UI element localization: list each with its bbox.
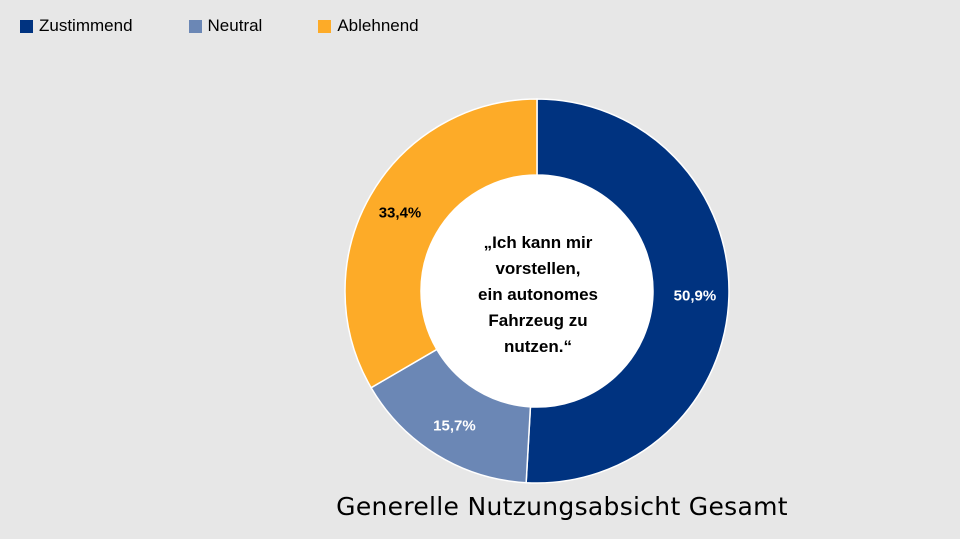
- donut-hole: [421, 175, 653, 407]
- data-label-neutral: 15,7%: [433, 418, 476, 435]
- center-text: „Ich kann mir vorstellen, ein autonomes …: [478, 233, 598, 356]
- legend-swatch-zustimmend: [20, 19, 33, 33]
- legend-label-zustimmend: Zustimmend: [39, 16, 133, 35]
- legend-item-zustimmend: Zustimmend: [20, 16, 133, 36]
- chart-legend: Zustimmend Neutral Ablehnend: [20, 16, 475, 36]
- data-label-ablehnend: 33,4%: [379, 204, 422, 221]
- legend-swatch-ablehnend: [318, 19, 332, 33]
- legend-item-ablehnend: Ablehnend: [318, 16, 419, 36]
- legend-item-neutral: Neutral: [188, 16, 263, 36]
- legend-swatch-neutral: [188, 19, 202, 33]
- legend-label-ablehnend: Ablehnend: [337, 16, 419, 35]
- data-label-zustimmend: 50,9%: [674, 287, 717, 304]
- legend-label-neutral: Neutral: [207, 16, 263, 35]
- chart-caption: Generelle Nutzungsabsicht Gesamt: [336, 492, 788, 521]
